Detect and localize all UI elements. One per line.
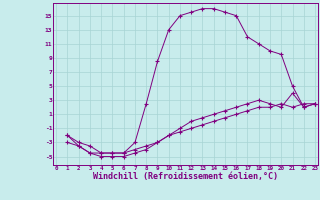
X-axis label: Windchill (Refroidissement éolien,°C): Windchill (Refroidissement éolien,°C) — [93, 172, 278, 181]
